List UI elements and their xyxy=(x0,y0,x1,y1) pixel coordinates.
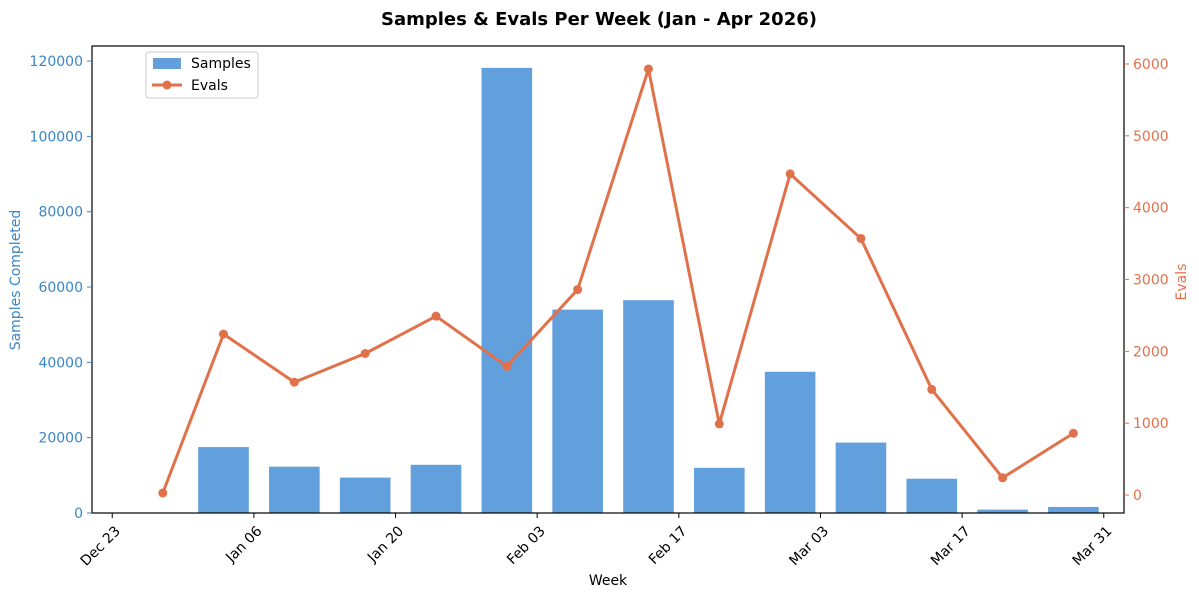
legend-label-samples: Samples xyxy=(191,56,251,72)
x-axis-label: Week xyxy=(589,573,628,589)
point-evals xyxy=(502,361,512,371)
y-right-tick-label: 0 xyxy=(1133,488,1142,504)
bar-samples xyxy=(481,67,533,513)
point-evals xyxy=(714,419,724,429)
bar-samples xyxy=(764,371,816,513)
bar-samples xyxy=(623,300,674,513)
y-right-tick-label: 4000 xyxy=(1133,201,1169,217)
point-evals xyxy=(219,329,229,339)
x-tick-label: Jan 20 xyxy=(364,523,407,566)
point-evals xyxy=(998,473,1008,483)
y-left-tick-label: 60000 xyxy=(38,280,83,296)
point-evals xyxy=(158,488,168,498)
y-left-tick-label: 80000 xyxy=(38,205,83,221)
point-evals xyxy=(289,377,299,387)
bar-samples xyxy=(977,509,1028,513)
y-right-tick-label: 5000 xyxy=(1133,129,1169,145)
y-left-tick-label: 0 xyxy=(74,506,83,522)
y-right-tick-label: 3000 xyxy=(1133,273,1169,289)
y-left-tick-label: 40000 xyxy=(38,355,83,371)
x-tick-label: Feb 17 xyxy=(646,523,691,568)
point-evals xyxy=(360,349,370,359)
point-evals xyxy=(1068,428,1078,438)
y-right-tick-label: 2000 xyxy=(1133,344,1169,360)
x-tick-label: Dec 23 xyxy=(78,523,124,569)
y-left-tick-label: 100000 xyxy=(30,129,83,145)
point-evals xyxy=(785,169,795,179)
legend: Samples Evals xyxy=(145,51,259,99)
point-evals xyxy=(856,234,866,244)
bar-samples xyxy=(906,478,958,513)
bar-samples xyxy=(694,467,745,513)
y-left-tick-label: 120000 xyxy=(30,54,83,70)
legend-swatch-evals-marker xyxy=(162,80,172,90)
bar-samples xyxy=(835,442,887,513)
y-right-tick-label: 6000 xyxy=(1133,57,1169,73)
x-tick-label: Mar 31 xyxy=(1070,523,1116,569)
y-left-tick-label: 20000 xyxy=(38,431,83,447)
y-axis-right-label: Evals xyxy=(1174,264,1190,301)
plot-frame xyxy=(91,45,1125,514)
bar-samples xyxy=(339,477,391,513)
point-evals xyxy=(643,64,653,74)
point-evals xyxy=(573,285,583,295)
y-axis-left-label: Samples Completed xyxy=(8,210,24,351)
x-tick-label: Mar 17 xyxy=(928,523,974,569)
chart-title: Samples & Evals Per Week (Jan - Apr 2026… xyxy=(381,9,817,30)
bar-samples xyxy=(552,309,603,513)
bar-samples xyxy=(198,447,249,513)
line-evals xyxy=(161,67,1075,494)
bar-samples xyxy=(1048,506,1099,513)
x-tick-label: Jan 06 xyxy=(222,523,265,566)
y-right-tick-label: 1000 xyxy=(1133,416,1169,432)
bar-samples xyxy=(410,464,462,513)
x-tick-label: Feb 03 xyxy=(504,523,549,568)
point-evals xyxy=(431,311,441,321)
bar-samples xyxy=(269,466,320,513)
point-evals xyxy=(927,384,937,394)
x-tick-label: Mar 03 xyxy=(786,523,832,569)
legend-swatch-samples xyxy=(153,58,181,69)
legend-label-evals: Evals xyxy=(191,78,228,94)
